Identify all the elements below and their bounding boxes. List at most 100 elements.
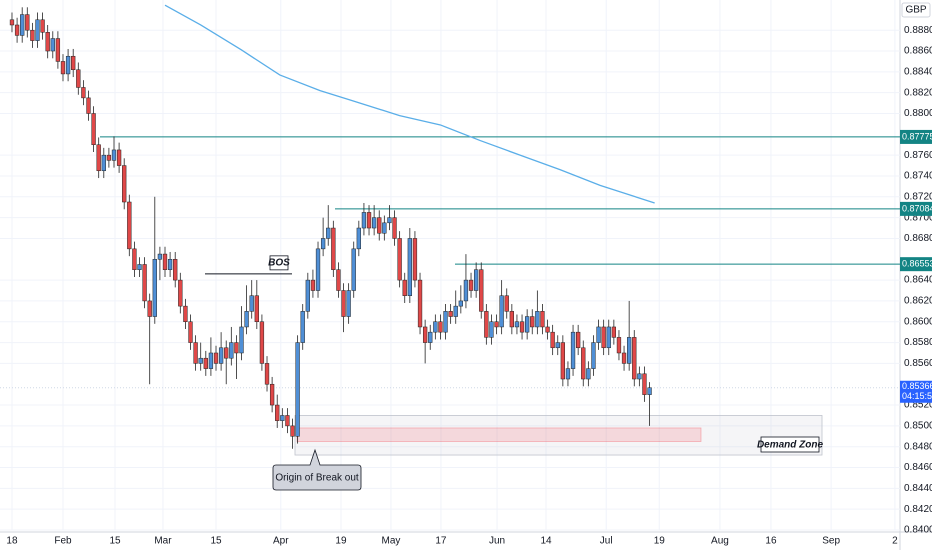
candle-body bbox=[331, 227, 336, 270]
candle-body bbox=[173, 259, 178, 281]
candle-body bbox=[224, 347, 229, 359]
candle-body bbox=[188, 321, 193, 343]
candle-body bbox=[264, 363, 270, 385]
candle-body bbox=[637, 373, 642, 380]
x-tick-label: 19 bbox=[335, 536, 347, 547]
candle-body bbox=[35, 19, 40, 41]
demand-zone-label: Demand Zone bbox=[757, 440, 824, 451]
candle-body bbox=[407, 238, 412, 296]
level-label: 0.87084 bbox=[902, 203, 932, 213]
candle-body bbox=[254, 295, 259, 322]
candle-body bbox=[473, 269, 479, 291]
candle-body bbox=[519, 321, 525, 333]
candle-body bbox=[96, 144, 101, 172]
candle-body bbox=[122, 165, 127, 203]
candle-body bbox=[111, 149, 117, 161]
bos-label: BOS bbox=[268, 257, 290, 268]
candle-body bbox=[422, 326, 428, 343]
candle-body bbox=[285, 415, 290, 427]
candle-body bbox=[132, 248, 137, 270]
candle-body bbox=[106, 154, 112, 161]
candle-body bbox=[438, 321, 443, 333]
x-tick-label: 14 bbox=[540, 536, 552, 547]
candle-body bbox=[290, 425, 295, 437]
candle-body bbox=[504, 295, 509, 312]
candle-body bbox=[514, 321, 520, 328]
candle-body bbox=[570, 331, 576, 369]
candle-body bbox=[20, 14, 25, 36]
candle-body bbox=[25, 14, 30, 31]
candle-body bbox=[392, 217, 397, 239]
x-tick-label: Jul bbox=[600, 536, 613, 547]
candle-body bbox=[14, 24, 20, 36]
candle-body bbox=[530, 316, 535, 328]
candle-body bbox=[137, 264, 142, 270]
candle-body bbox=[591, 342, 596, 369]
candle-body bbox=[647, 387, 652, 395]
candle-body bbox=[509, 311, 514, 328]
candle-body bbox=[30, 29, 35, 41]
last-price-tag bbox=[900, 380, 932, 403]
candle-body bbox=[116, 149, 122, 166]
candle-body bbox=[269, 383, 275, 406]
candle-body bbox=[259, 321, 265, 364]
candle-body bbox=[412, 238, 418, 281]
candle-body bbox=[371, 217, 377, 229]
candle-body bbox=[356, 227, 361, 250]
candle-body bbox=[550, 331, 555, 349]
candle-body bbox=[387, 217, 392, 224]
x-tick-label: 15 bbox=[210, 536, 222, 547]
candle-body bbox=[377, 217, 382, 234]
candle-body bbox=[560, 342, 566, 380]
candle-body bbox=[305, 279, 310, 312]
candle-body bbox=[178, 279, 183, 307]
candle-body bbox=[86, 97, 91, 114]
candle-body bbox=[611, 326, 617, 338]
candle-body bbox=[524, 316, 530, 333]
level-tag bbox=[900, 129, 932, 144]
currency-label: GBP bbox=[905, 5, 926, 16]
candle-body bbox=[310, 279, 316, 291]
candle-body bbox=[366, 212, 372, 229]
candle-body bbox=[239, 326, 244, 354]
candle-body bbox=[428, 331, 433, 343]
candle-body bbox=[101, 154, 106, 172]
candle-body bbox=[463, 279, 469, 302]
candle-body bbox=[346, 290, 351, 317]
candle-body bbox=[341, 290, 346, 317]
candle-body bbox=[484, 311, 489, 338]
bos-label-box bbox=[269, 255, 289, 271]
candle-body bbox=[162, 253, 168, 270]
candle-body bbox=[157, 253, 163, 260]
demand-zone-label-box bbox=[760, 436, 820, 453]
x-tick-label: Feb bbox=[54, 536, 72, 547]
candle-body bbox=[581, 347, 586, 380]
level-label: 0.86553 bbox=[902, 259, 932, 269]
candle-body bbox=[275, 404, 280, 421]
candle-body bbox=[361, 212, 367, 229]
candle-body bbox=[555, 342, 560, 349]
candle-body bbox=[147, 300, 152, 317]
candle-body bbox=[208, 352, 214, 369]
candle-body bbox=[193, 342, 198, 364]
candle-body bbox=[249, 295, 254, 312]
candle-body bbox=[616, 337, 622, 354]
candle-body bbox=[535, 311, 540, 328]
candle-body bbox=[606, 326, 611, 349]
candle-body bbox=[494, 321, 499, 328]
candle-body bbox=[458, 300, 463, 307]
x-tick-label: Aug bbox=[711, 536, 729, 547]
candle-body bbox=[621, 352, 627, 364]
countdown-label: 04:15:55 bbox=[902, 391, 932, 401]
